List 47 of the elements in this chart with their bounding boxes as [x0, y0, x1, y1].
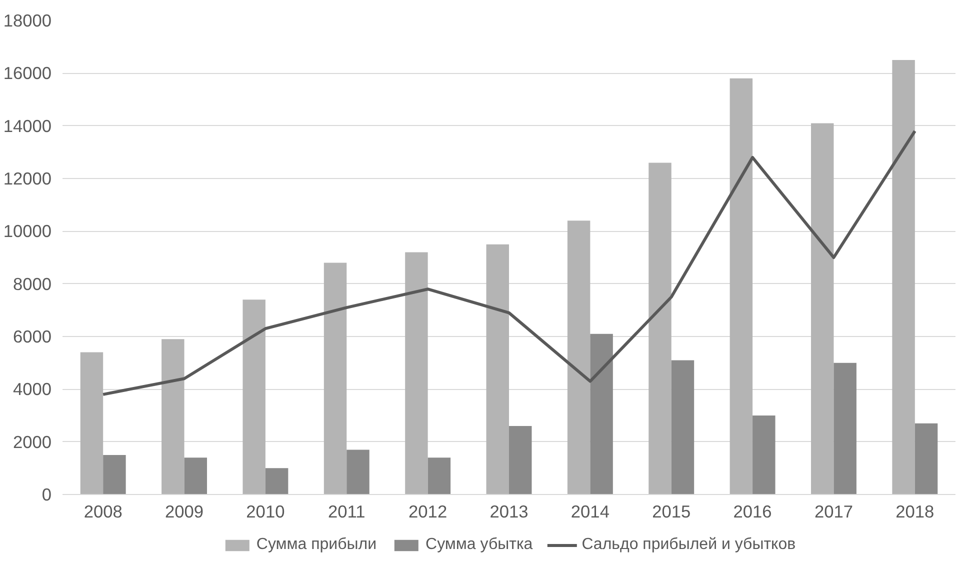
bar [162, 339, 184, 494]
y-tick-label: 12000 [3, 168, 52, 188]
bar [428, 458, 451, 494]
x-tick-label: 2013 [490, 502, 528, 522]
bar [834, 362, 856, 494]
bar [671, 360, 694, 494]
y-tick-label: 4000 [12, 379, 52, 400]
x-tick-label: 2017 [814, 502, 854, 522]
x-tick-label: 2016 [733, 502, 772, 522]
bar [509, 426, 532, 494]
bar [914, 423, 938, 494]
y-tick-label: 18000 [3, 10, 52, 30]
legend-label: Сумма убытка [426, 536, 533, 554]
y-tick-label: 10000 [3, 221, 52, 242]
bar [730, 78, 753, 494]
bar [265, 468, 288, 494]
x-tick-label: 2018 [896, 502, 934, 522]
y-tick-label: 14000 [3, 116, 52, 136]
y-tick-label: 8000 [12, 274, 52, 294]
legend-label: Сальдо прибылей и убытков [582, 536, 796, 554]
bar [405, 252, 428, 494]
y-tick-label: 6000 [12, 326, 52, 346]
y-tick-label: 2000 [12, 432, 52, 452]
bar [242, 300, 266, 494]
bar [590, 334, 613, 494]
x-tick-label: 2008 [84, 502, 122, 522]
bar [103, 455, 126, 494]
bar [892, 60, 915, 494]
x-tick-label: 2009 [165, 502, 204, 522]
x-tick-label: 2010 [246, 502, 285, 522]
x-tick-label: 2011 [328, 502, 366, 522]
y-tick-label: 0 [42, 484, 52, 504]
x-tick-label: 2015 [652, 502, 691, 522]
bar [810, 123, 834, 494]
bar [346, 450, 370, 494]
bar [752, 416, 776, 494]
bar [184, 458, 208, 494]
legend-label: Сумма прибыли [256, 536, 377, 554]
bar [567, 220, 590, 494]
x-tick-label: 2014 [570, 502, 610, 522]
bar [80, 352, 104, 494]
bar [486, 244, 509, 494]
y-tick-label: 16000 [3, 63, 52, 84]
bar [648, 162, 672, 494]
bar [324, 262, 347, 494]
line-series [102, 130, 916, 396]
x-tick-label: 2012 [408, 502, 448, 522]
